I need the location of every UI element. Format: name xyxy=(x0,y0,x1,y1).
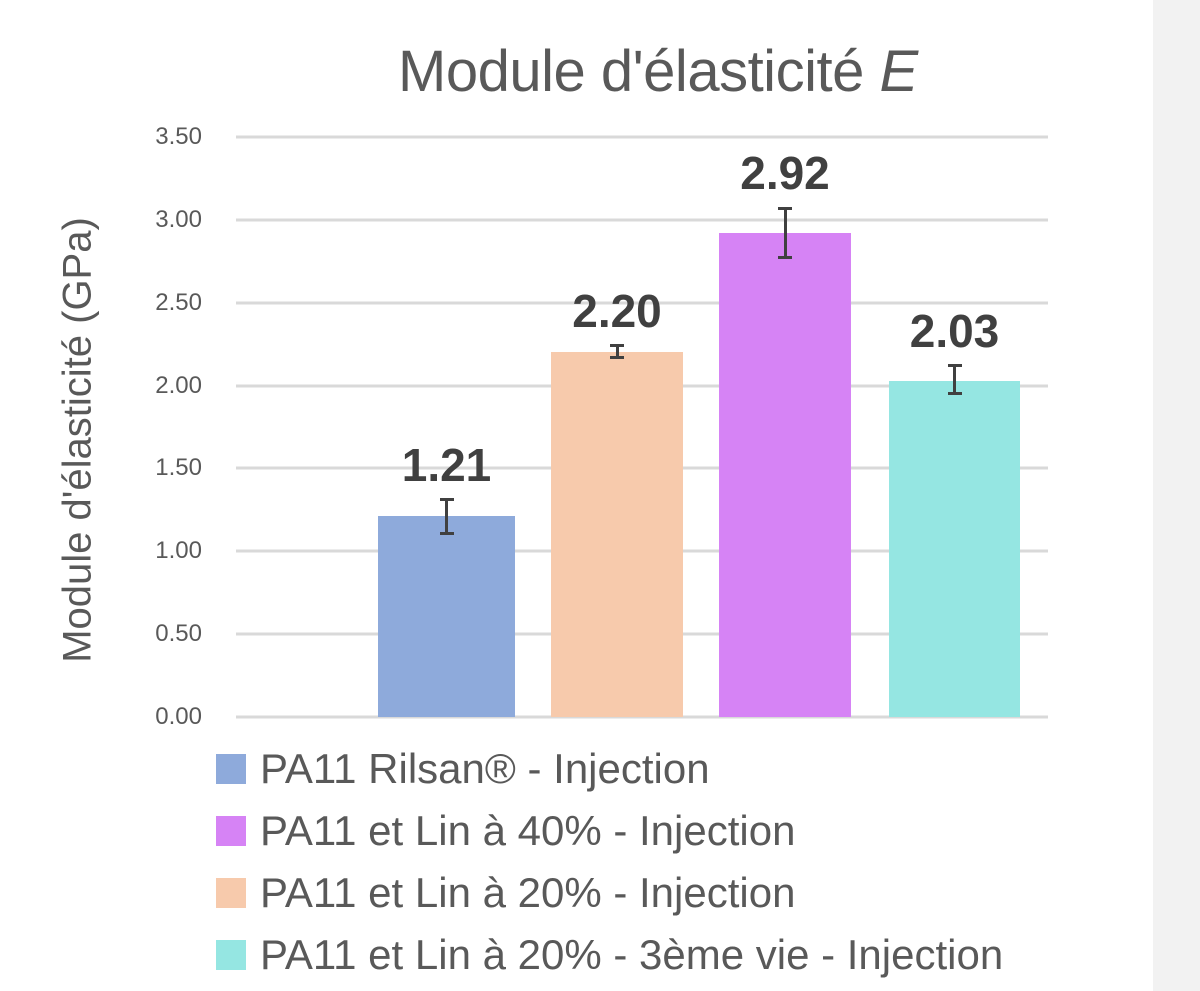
gridline xyxy=(236,218,1048,222)
y-tick-label: 3.00 xyxy=(155,205,202,233)
legend-swatch xyxy=(216,816,246,846)
data-label: 1.21 xyxy=(401,438,492,491)
y-tick-label: 2.00 xyxy=(155,371,202,399)
bar xyxy=(551,352,683,717)
legend-swatch xyxy=(216,940,246,970)
gridline xyxy=(236,135,1048,139)
legend-item: PA11 Rilsan® - Injection xyxy=(216,738,1003,800)
data-label: 2.20 xyxy=(572,284,662,337)
y-tick-label: 1.50 xyxy=(155,454,202,482)
error-bar xyxy=(783,208,787,258)
legend-label: PA11 et Lin à 20% - 3ème vie - Injection xyxy=(260,931,1004,978)
error-bar xyxy=(953,365,956,394)
side-panel-strip xyxy=(1153,0,1200,991)
legend-swatch xyxy=(216,754,246,784)
error-bar-cap xyxy=(947,392,962,396)
chart-title-symbol: E xyxy=(879,39,918,104)
chart-title-text: Module d'élasticité xyxy=(398,39,864,104)
error-bar-cap xyxy=(778,256,792,260)
error-bar-cap xyxy=(778,206,792,210)
legend-item: PA11 et Lin à 20% - Injection xyxy=(216,862,1003,924)
y-tick-label: 1.00 xyxy=(155,537,202,565)
error-bar-cap xyxy=(439,498,454,502)
legend: PA11 Rilsan® - Injection PA11 et Lin à 4… xyxy=(216,738,1003,986)
gridline xyxy=(236,715,1048,719)
y-tick-label: 2.50 xyxy=(155,288,202,316)
error-bar xyxy=(615,345,619,358)
y-tick-label: 0.00 xyxy=(155,703,202,730)
gridline xyxy=(236,301,1048,305)
bar xyxy=(889,380,1020,717)
error-bar-cap xyxy=(610,355,624,359)
error-bar-cap xyxy=(947,364,962,368)
legend-item: PA11 et Lin à 20% - 3ème vie - Injection xyxy=(216,924,1003,986)
bar xyxy=(719,233,851,717)
error-bar xyxy=(445,499,448,534)
legend-label: PA11 et Lin à 20% - Injection xyxy=(260,869,796,916)
legend-item: PA11 et Lin à 40% - Injection xyxy=(216,800,1003,862)
error-bar-cap xyxy=(439,531,454,535)
error-bar-cap xyxy=(610,344,624,348)
y-tick-label: 3.50 xyxy=(155,123,202,150)
chart-title: Module d'élasticité E xyxy=(398,38,918,105)
data-label: 2.03 xyxy=(909,304,1000,357)
bar xyxy=(378,516,515,717)
legend-label: PA11 Rilsan® - Injection xyxy=(260,745,710,792)
y-axis-label: Module d'élasticité (GPa) xyxy=(55,217,100,663)
legend-swatch xyxy=(216,878,246,908)
y-tick-label: 0.50 xyxy=(155,620,202,648)
legend-label: PA11 et Lin à 40% - Injection xyxy=(260,807,796,854)
data-label: 2.92 xyxy=(740,147,830,200)
